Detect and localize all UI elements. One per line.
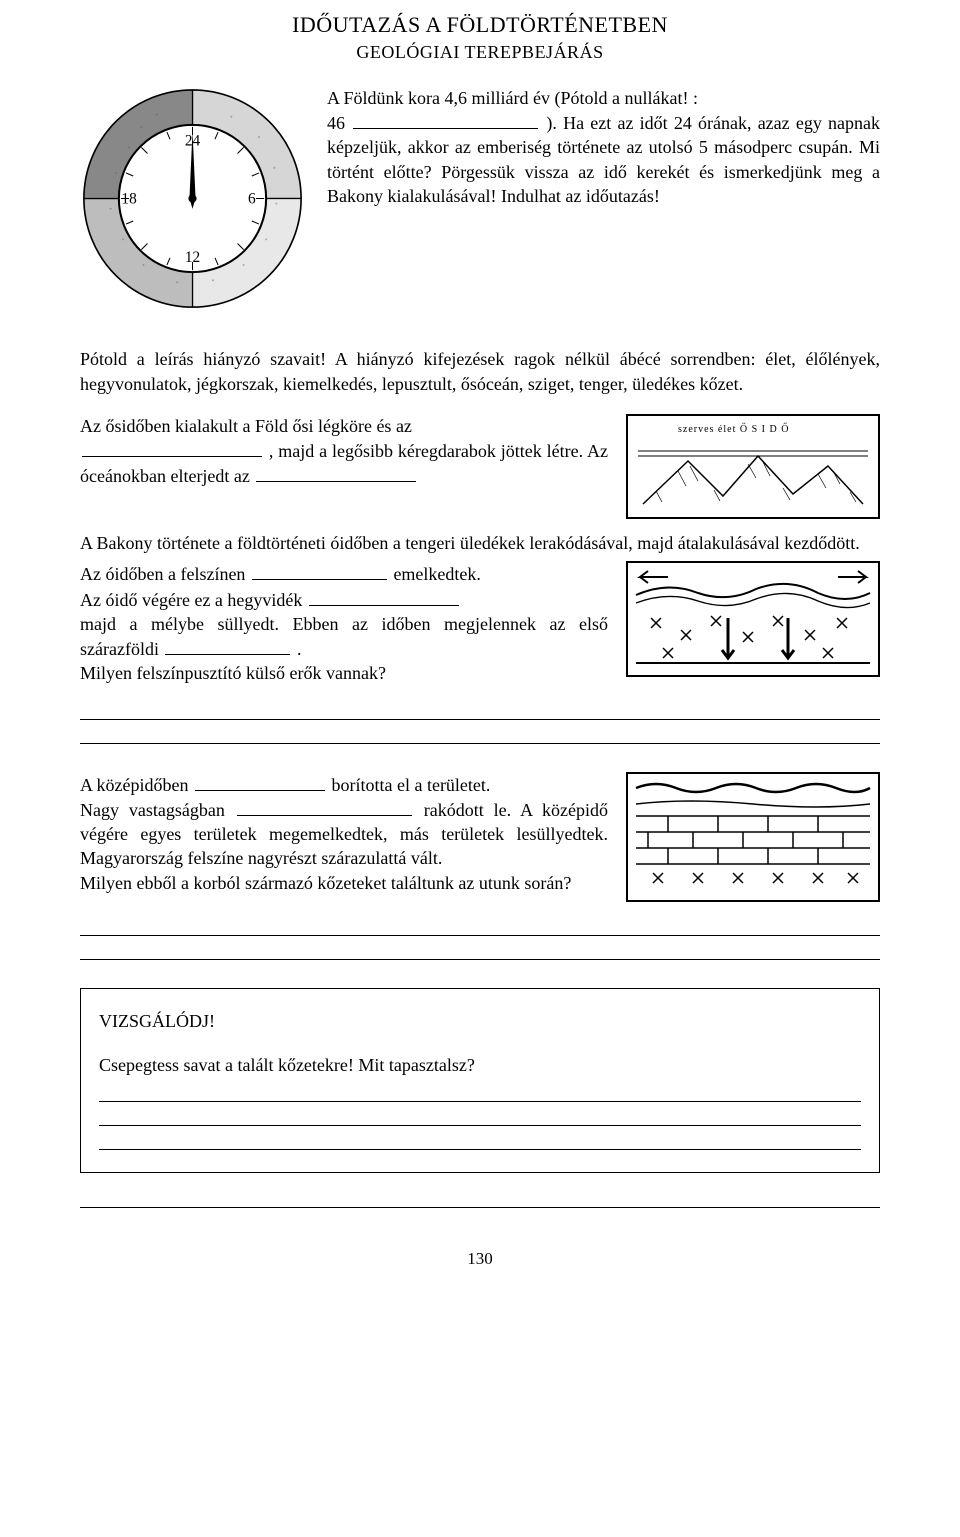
intro-text: A Földünk kora 4,6 milliárd év (Pótold a…	[327, 86, 880, 208]
title-block: IDŐUTAZÁS A FÖLDTÖRTÉNETBEN GEOLÓGIAI TE…	[80, 10, 880, 64]
clock-svg: 24 6 12 18	[80, 86, 305, 311]
sec2-b: Az óidőben a felszínen	[80, 564, 245, 584]
sec3-c: Nagy vastagságban	[80, 800, 225, 820]
sec2-q: Milyen felszínpusztító külső erők vannak…	[80, 663, 386, 683]
sec2-intro: A Bakony története a földtörténeti óidőb…	[80, 531, 880, 555]
sec3-blank-1[interactable]	[195, 772, 325, 791]
sec3-a: A középidőben	[80, 775, 188, 795]
footer-rule	[80, 1207, 880, 1208]
clock-num-6: 6	[248, 191, 256, 208]
section-osido-text: Az ősidőben kialakult a Föld ősi légköre…	[80, 414, 608, 489]
sec2-answer-lines	[80, 698, 880, 744]
intro-blank[interactable]	[353, 110, 538, 129]
investigate-box: VIZSGÁLÓDJ! Csepegtess savat a talált kő…	[80, 988, 880, 1173]
investigate-prompt: Csepegtess savat a talált kőzetekre! Mit…	[99, 1053, 861, 1077]
answer-line[interactable]	[80, 938, 880, 960]
section-oido: Az óidőben a felszínen emelkedtek. Az ói…	[80, 561, 880, 685]
sec3-b: borította el a területet.	[331, 775, 490, 795]
investigate-title: VIZSGÁLÓDJ!	[99, 1009, 861, 1033]
answer-line[interactable]	[99, 1128, 861, 1150]
sec3-q: Milyen ebből a korból származó kőzeteket…	[80, 873, 571, 893]
intro-text-1: A Földünk kora 4,6 milliárd év (Pótold a…	[327, 88, 698, 108]
figure-kozepido	[626, 772, 880, 902]
figure-osido-label: szerves élet Ő S I D Ő	[678, 423, 789, 435]
page-number: 130	[80, 1248, 880, 1271]
figure-kozepido-svg	[628, 774, 878, 894]
answer-line[interactable]	[80, 698, 880, 720]
page-title-main: IDŐUTAZÁS A FÖLDTÖRTÉNETBEN	[80, 10, 880, 40]
sec2-d: Az óidő végére ez a hegyvidék	[80, 590, 302, 610]
sec2-blank-3[interactable]	[165, 636, 290, 655]
sec3-answer-lines	[80, 914, 880, 960]
intro-text-2: 46	[327, 113, 345, 133]
figure-osido-svg: szerves élet Ő S I D Ő	[628, 416, 878, 511]
sec2-c: emelkedtek.	[393, 564, 480, 584]
sec1-blank-2[interactable]	[256, 463, 416, 482]
sec3-blank-2[interactable]	[237, 797, 412, 816]
section-kozepido: A középidőben borította el a területet. …	[80, 772, 880, 902]
clock-figure: 24 6 12 18	[80, 86, 305, 317]
figure-osido: szerves élet Ő S I D Ő	[626, 414, 880, 519]
sec1-a: Az ősidőben kialakult a Föld ősi légköre…	[80, 416, 412, 436]
section-oido-text: Az óidőben a felszínen emelkedtek. Az ói…	[80, 561, 608, 685]
page-title-sub: GEOLÓGIAI TEREPBEJÁRÁS	[80, 40, 880, 64]
section-kozepido-text: A középidőben borította el a területet. …	[80, 772, 608, 895]
section-osido: Az ősidőben kialakult a Föld ősi légköre…	[80, 414, 880, 519]
sec2-blank-2[interactable]	[309, 587, 459, 606]
sec2-blank-1[interactable]	[252, 561, 387, 580]
sec2-e: majd a mélybe süllyedt. Ebben az időben …	[80, 614, 608, 659]
answer-line[interactable]	[80, 914, 880, 936]
intro-row: 24 6 12 18 A Földünk kora 4,6 milliárd é…	[80, 86, 880, 317]
vocab-paragraph: Pótold a leírás hiányzó szavait! A hiány…	[80, 347, 880, 396]
answer-line[interactable]	[80, 722, 880, 744]
clock-num-18: 18	[121, 191, 137, 208]
sec2-f: .	[297, 639, 302, 659]
figure-oido	[626, 561, 880, 676]
answer-line[interactable]	[99, 1080, 861, 1102]
clock-num-12: 12	[185, 249, 200, 266]
answer-line[interactable]	[99, 1104, 861, 1126]
sec1-blank-1[interactable]	[82, 438, 262, 457]
figure-oido-svg	[628, 563, 878, 668]
